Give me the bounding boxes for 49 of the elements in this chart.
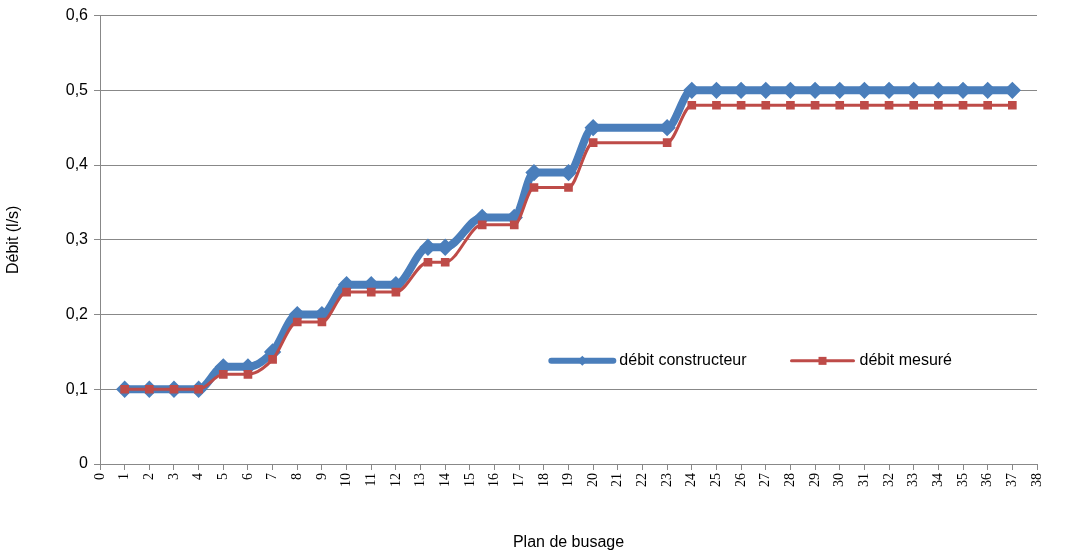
x-tick-label: 34 <box>930 473 946 487</box>
x-tick-label: 33 <box>905 473 921 487</box>
x-tick-label: 35 <box>954 473 970 487</box>
x-tick-label: 24 <box>683 473 699 487</box>
x-tick-label: 13 <box>412 473 428 487</box>
x-tick-label: 22 <box>634 473 650 487</box>
x-tick-label: 10 <box>338 473 354 487</box>
x-tick-label: 9 <box>313 473 329 480</box>
x-tick-label: 20 <box>584 473 600 487</box>
x-tick-label: 12 <box>387 473 403 487</box>
x-tick-label: 37 <box>1004 473 1020 487</box>
legend-label: débit mesuré <box>859 351 953 369</box>
x-tick-label: 25 <box>708 473 724 487</box>
x-tick-label: 31 <box>856 473 872 487</box>
x-tick-label: 4 <box>190 473 206 480</box>
x-tick-label: 36 <box>979 473 995 487</box>
x-tick-label: 26 <box>732 473 748 487</box>
x-tick-label: 1 <box>116 473 132 480</box>
x-tick-label: 5 <box>214 473 230 480</box>
x-axis-title: Plan de busage <box>512 532 625 550</box>
x-tick-label: 11 <box>362 473 378 487</box>
x-tick-label: 32 <box>880 473 896 487</box>
y-tick-label: 0,3 <box>65 230 89 248</box>
x-tick-label: 17 <box>510 473 526 487</box>
y-tick-label: 0,4 <box>65 155 89 173</box>
x-tick-label: 19 <box>560 473 576 487</box>
legend-label: débit constructeur <box>619 351 748 369</box>
x-tick-label: 0 <box>91 473 107 480</box>
x-tick-label: 2 <box>140 473 156 480</box>
x-tick-label: 38 <box>1028 473 1044 487</box>
y-tick-label: 0,1 <box>65 379 89 397</box>
x-tick-label: 29 <box>806 473 822 487</box>
x-tick-label: 6 <box>239 473 255 480</box>
x-tick-label: 14 <box>436 473 452 487</box>
x-tick-label: 21 <box>609 473 625 487</box>
x-tick-label: 18 <box>535 473 551 487</box>
y-axis-title: Débit (l/s) <box>4 205 22 275</box>
x-tick-label: 3 <box>165 473 181 480</box>
x-tick-label: 28 <box>782 473 798 487</box>
x-tick-label: 8 <box>288 473 304 480</box>
x-tick-label: 23 <box>658 473 674 487</box>
y-tick-label: 0,6 <box>65 6 89 24</box>
x-tick-label: 7 <box>264 473 280 480</box>
x-tick-label: 30 <box>831 473 847 487</box>
x-tick-label: 15 <box>461 473 477 487</box>
y-tick-label: 0,2 <box>65 304 89 322</box>
x-tick-label: 16 <box>486 473 502 487</box>
y-tick-label: 0,5 <box>65 80 89 98</box>
x-tick-label: 27 <box>757 473 773 487</box>
